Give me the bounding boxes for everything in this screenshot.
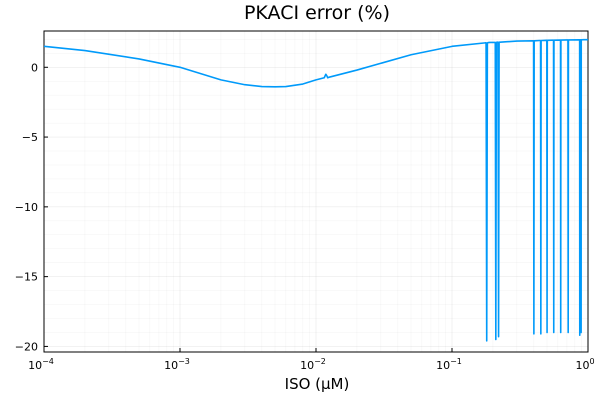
- x-axis-ticks: 10−4 10−3 10−2 10−1 100: [28, 348, 595, 372]
- x-tick-label: 10−3: [164, 357, 190, 372]
- x-tick-label: 10−1: [436, 357, 462, 372]
- x-tick-exponent: −4: [42, 357, 54, 366]
- x-tick-base: 10: [300, 359, 314, 372]
- x-tick-base: 10: [28, 359, 42, 372]
- x-tick-exponent: −1: [450, 357, 462, 366]
- x-tick-exponent: −3: [178, 357, 190, 366]
- x-tick-label: 10−2: [300, 357, 326, 372]
- y-tick-label: −15: [15, 271, 38, 284]
- x-tick-exponent: 0: [589, 357, 594, 366]
- series-group: [43, 38, 588, 342]
- y-tick-label: −10: [15, 201, 38, 214]
- x-tick-base: 10: [575, 359, 589, 372]
- x-tick-exponent: −2: [314, 357, 326, 366]
- x-tick-label: 10−4: [28, 357, 54, 372]
- x-axis-label: ISO (μM): [285, 375, 350, 393]
- y-tick-label: −20: [15, 340, 38, 353]
- series-line-1: [43, 38, 588, 342]
- y-tick-label: −5: [22, 131, 38, 144]
- x-tick-base: 10: [436, 359, 450, 372]
- y-axis-ticks: 0 −5 −10 −15 −20: [15, 61, 48, 353]
- x-tick-label: 100: [575, 357, 594, 372]
- chart-title: PKACI error (%): [244, 2, 390, 24]
- x-tick-base: 10: [164, 359, 178, 372]
- y-tick-label: 0: [31, 61, 38, 74]
